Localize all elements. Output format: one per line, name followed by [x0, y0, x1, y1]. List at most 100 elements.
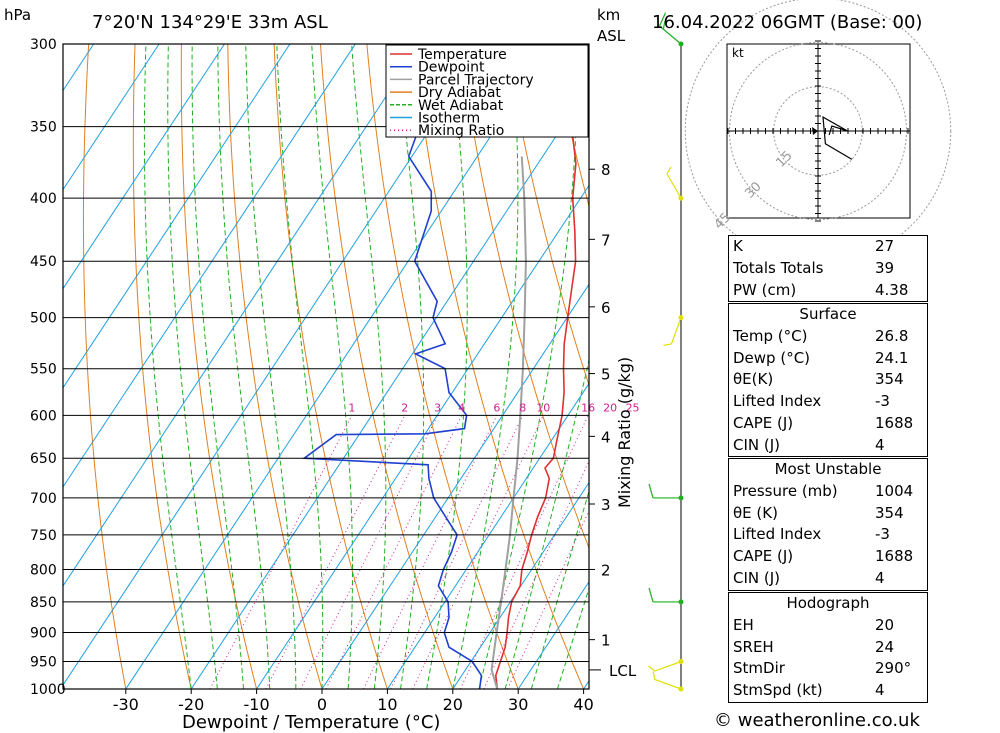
dry-adiabat-line	[180, 44, 258, 689]
wind-barb	[648, 483, 684, 501]
legend-label: Temperature	[417, 47, 507, 63]
isotherm-line	[63, 44, 160, 191]
index-label: StmDir	[733, 659, 785, 678]
index-label: Lifted Index	[733, 392, 822, 411]
index-value: 26.8	[875, 326, 909, 345]
pressure-tick-label: 300	[30, 37, 57, 53]
chart-header-asl: ASL	[597, 27, 626, 45]
isotherm-line	[63, 44, 487, 686]
isotherm-line	[125, 44, 552, 689]
index-value: -3	[875, 525, 890, 544]
wind-barb-staff	[654, 660, 682, 672]
wind-barb-flag	[666, 166, 672, 175]
pressure-tick-label: 400	[30, 191, 57, 207]
wind-barb-flag	[663, 343, 672, 346]
legend-label: Parcel Trajectory	[418, 72, 534, 88]
index-value: 354	[875, 370, 904, 389]
wind-barb-flag	[662, 21, 666, 30]
table-title: Hodograph	[786, 594, 870, 612]
mixing-ratio-axis-title: Mixing Ratio (g/kg)	[615, 357, 634, 508]
km-tick-label: 8	[601, 161, 611, 179]
mixing-ratio-line	[325, 415, 463, 689]
index-row: SREH 24	[729, 637, 927, 659]
index-label: CIN (J)	[733, 435, 781, 454]
wet-adiabat-line	[397, 44, 425, 689]
index-label: θE(K)	[733, 370, 774, 389]
wind-barb	[663, 315, 684, 346]
km-tick-label: 2	[601, 561, 611, 579]
mixing-ratio-label: 1	[348, 401, 355, 414]
index-row: θE (K) 354	[729, 503, 927, 525]
table-title: Surface	[799, 305, 857, 323]
hodograph-unit: kt	[732, 46, 744, 60]
km-tick-label: 3	[601, 496, 611, 514]
index-row: Temp (°C) 26.8	[729, 326, 927, 348]
index-value: 4	[875, 681, 885, 700]
mixing-ratio-label: 3	[434, 401, 441, 414]
index-row: StmSpd (kt) 4	[729, 680, 927, 702]
legend-label: Isotherm	[418, 111, 480, 127]
wet-adiabat-line	[452, 44, 519, 689]
wet-adiabat-line	[276, 44, 324, 689]
isotherm-line	[63, 44, 225, 290]
index-row: Totals Totals 39	[729, 258, 927, 280]
series-line-parcel-trajectory	[490, 156, 527, 689]
pressure-tick-label: 550	[30, 362, 57, 378]
index-value: 1004	[875, 481, 914, 500]
isotherm-line	[190, 85, 589, 689]
mixing-ratio-line	[412, 415, 544, 689]
index-value: 1688	[875, 547, 914, 566]
index-value: 354	[875, 503, 904, 522]
mixing-ratio-line	[362, 415, 498, 689]
pressure-tick-label: 800	[30, 562, 57, 578]
legend-label: Dry Adiabat	[418, 85, 501, 101]
dry-adiabat-line	[412, 44, 585, 689]
index-value: 4	[875, 435, 885, 454]
isotherm-line	[63, 44, 291, 389]
index-label: CAPE (J)	[733, 413, 794, 432]
index-row: PW (cm) 4.38	[729, 280, 927, 302]
pressure-tick-label: 700	[30, 491, 57, 507]
index-value: 20	[875, 615, 895, 634]
mixing-ratio-label: 10	[536, 401, 550, 414]
pressure-tick-label: 350	[30, 120, 57, 136]
index-value: 290°	[875, 659, 912, 678]
wind-barb-flag	[648, 483, 654, 499]
index-value: 24	[875, 637, 895, 656]
dry-adiabat-line	[82, 44, 127, 689]
pressure-tick-label: 950	[30, 655, 57, 671]
wind-barb-flag	[659, 12, 667, 27]
hodograph-trace	[822, 116, 853, 160]
index-label: StmSpd (kt)	[733, 681, 823, 700]
chart-header-datetime: 16.04.2022 06GMT (Base: 00)	[652, 12, 922, 33]
index-label: Dewp (°C)	[733, 348, 811, 367]
index-row: Pressure (mb) 1004	[729, 481, 927, 503]
isotherm-line	[386, 382, 589, 689]
temp-tick-label: 10	[377, 695, 397, 714]
index-row: θE(K) 354	[729, 369, 927, 391]
temp-tick-label: -10	[244, 695, 270, 714]
index-value: 24.1	[875, 348, 909, 367]
indices-hodograph-table: Hodograph EH 20 SREH 24 StmDir 290° StmSpd (kt)…	[728, 592, 928, 703]
index-label: Temp (°C)	[733, 326, 808, 345]
index-value: 4.38	[875, 280, 909, 299]
series-line-temperature	[494, 44, 577, 689]
wind-barb-staff	[670, 317, 682, 345]
isotherm-line	[63, 44, 422, 587]
pressure-tick-label: 500	[30, 311, 57, 327]
wet-adiabat-line	[143, 44, 192, 689]
mixing-ratio-label: 8	[519, 401, 526, 414]
km-tick-label: 7	[601, 231, 611, 249]
x-axis-title: Dewpoint / Temperature (°C)	[182, 712, 440, 733]
isotherm-line	[63, 44, 356, 488]
indices-surface-table: Surface Temp (°C) 26.8 Dewp (°C) 24.1 θE(K) 35…	[728, 303, 928, 457]
index-row: StmDir 290°	[729, 658, 927, 680]
index-row: CIN (J) 4	[729, 568, 927, 590]
index-label: θE (K)	[733, 503, 778, 522]
legend-label: Wet Adiabat	[418, 98, 504, 114]
wet-adiabat-line	[191, 44, 245, 689]
indices-general-table: K 27 Totals Totals 39 PW (cm) 4.38	[728, 235, 928, 302]
index-row: CAPE (J) 1688	[729, 413, 927, 435]
pressure-tick-label: 850	[30, 595, 57, 611]
index-label: Lifted Index	[733, 525, 822, 544]
